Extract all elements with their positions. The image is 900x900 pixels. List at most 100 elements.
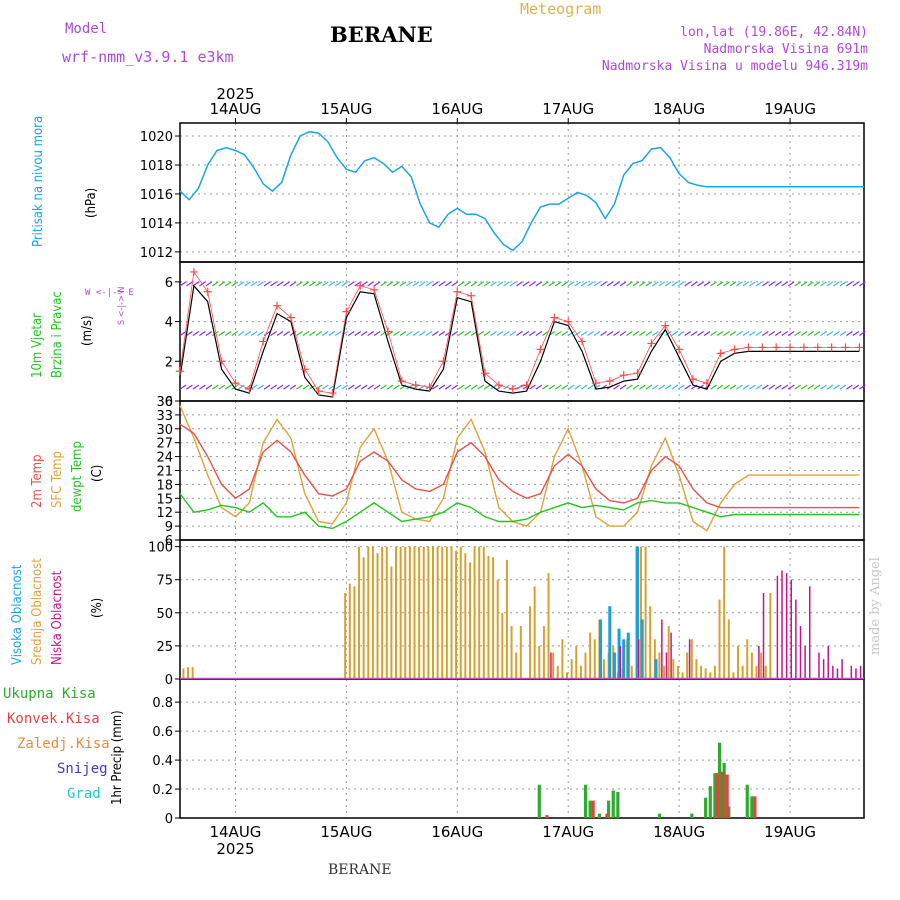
wind-barb-2-1134 (703, 281, 711, 287)
wind-barb-1-784 (542, 330, 549, 336)
wind-barb-0-392 (360, 384, 368, 390)
cloud-bar-2-12 (790, 579, 793, 679)
wind-barb-2-700 (503, 281, 510, 287)
cloud-bar-2-16 (808, 586, 811, 679)
precip-bar-1-4 (720, 771, 725, 818)
wind-barb-0-14 (186, 384, 193, 390)
wind-barb-0-350 (341, 384, 349, 390)
wind-barb-1-588 (451, 330, 459, 336)
elevation-label: Nadmorska Visina 691m (703, 42, 868, 57)
wind-barb-0-1064 (671, 384, 679, 390)
wind-barb-1-1092 (684, 330, 692, 336)
cloud-bar-1-7 (362, 557, 365, 679)
wind-barb-1-532 (425, 330, 433, 336)
cloud-bar-1-44 (533, 586, 536, 679)
cloud-bar-0-8 (654, 659, 658, 679)
wind-barb-2-588 (451, 281, 459, 287)
cloud-bar-2-3 (661, 619, 663, 679)
ytick-label-p2-9: 33 (156, 409, 173, 424)
wind-barb-1-154 (250, 330, 258, 336)
wind-barb-0-28 (192, 384, 200, 390)
wind-barb-1-686 (496, 330, 504, 336)
wind-barb-2-1456 (852, 281, 860, 287)
wind-barb-2-196 (270, 281, 277, 287)
date-top-2: 16AUG (431, 100, 483, 118)
cloud-bar-1-65 (630, 665, 633, 679)
precip-bar-0-16 (750, 796, 754, 818)
wind-barb-1-854 (574, 330, 582, 336)
wind-barb-0-756 (529, 384, 536, 390)
precip-bar-0-4 (607, 800, 611, 818)
wind-barb-2-1260 (761, 281, 769, 287)
wind-barb-2-546 (432, 281, 439, 287)
wind-barb-2-1246 (755, 281, 763, 287)
wind-barb-1-490 (406, 330, 413, 336)
wind-barb-1-266 (302, 330, 310, 336)
ytick-label-p2-6: 24 (156, 451, 173, 466)
cloud-bar-1-84 (718, 599, 721, 679)
pressure-line (179, 130, 864, 252)
ytick-label-p1-3: 6 (165, 276, 173, 291)
wind-barb-0-798 (548, 384, 556, 390)
cloud-bar-1-16 (404, 546, 407, 679)
date-bottom-2: 16AUG (431, 823, 483, 841)
wind-barb-2-1442 (846, 281, 853, 287)
wind-barb-2-1232 (749, 281, 756, 287)
precip-bar-0-11 (713, 773, 717, 818)
wind-barb-1-1148 (710, 330, 717, 336)
wind-barb-1-994 (639, 330, 646, 336)
precip-label-grad: Grad (67, 786, 101, 802)
cloud-bar-1-74 (672, 659, 675, 679)
precip-bar-1-3 (716, 773, 720, 818)
wind-barb-1-1232 (749, 330, 756, 336)
wind-barb-0-1176 (723, 384, 730, 390)
ytick-label-p1-0: 0 (165, 395, 173, 410)
cloud-bar-1-20 (422, 546, 425, 679)
wind-barb-2-434 (380, 281, 387, 287)
wind-barb-2-1204 (736, 281, 743, 287)
cloud-bar-2-7 (758, 645, 760, 679)
wind-barb-1-868 (580, 330, 588, 336)
wind-barb-2-1106 (690, 281, 698, 287)
wind-gust-line (179, 270, 860, 394)
lonlat-label: lon,lat (19.86E, 42.84N) (680, 25, 868, 40)
cloud-bar-2-8 (762, 592, 765, 679)
wind-barb-1-518 (419, 330, 426, 336)
cloud-bar-1-72 (663, 665, 666, 679)
date-top-5: 19AUG (764, 100, 816, 118)
wind-barb-2-126 (237, 281, 245, 287)
wind-barb-2-994 (639, 281, 646, 287)
cloud-bar-1-28 (459, 546, 462, 679)
cloud-bar-1-29 (464, 553, 467, 679)
wind-barb-0-952 (619, 384, 627, 390)
wind-barb-2-1470 (859, 281, 866, 287)
wind-barb-1-1106 (690, 330, 698, 336)
wind-barb-1-504 (412, 330, 420, 336)
cloud-bar-2-18 (822, 659, 825, 679)
wind-barb-2-784 (542, 281, 549, 287)
cloud-bar-1-45 (538, 645, 541, 679)
wind-barb-0-1358 (807, 384, 814, 390)
wind-barb-0-1218 (742, 384, 750, 390)
wind-barb-2-602 (457, 281, 465, 287)
cloud-bar-2-6 (688, 639, 691, 679)
cloud-bar-1-55 (584, 652, 587, 679)
cloud-bar-1-6 (358, 546, 361, 679)
wind-barb-0-210 (276, 384, 284, 390)
ytick-label-p3-3: 75 (156, 574, 173, 589)
wind-barb-1-1274 (768, 330, 776, 336)
wind-barb-1-644 (477, 330, 484, 336)
ytick-label-p2-4: 18 (156, 478, 173, 493)
wind-barb-2-854 (574, 281, 582, 287)
wind-barb-2-1358 (807, 281, 814, 287)
cloud-bar-1-93 (760, 652, 763, 679)
wind-barb-1-336 (334, 330, 342, 336)
cloud-bar-1-56 (589, 632, 592, 679)
cloud-bar-1-71 (658, 652, 661, 679)
wind-barb-1-56 (205, 330, 213, 336)
ytick-label-p3-4: 100 (148, 541, 173, 556)
precip-bar-0-9 (704, 797, 708, 818)
wind-barb-1-196 (270, 330, 277, 336)
wind-barb-0-98 (224, 384, 232, 390)
wind-barb-0-182 (263, 384, 271, 390)
